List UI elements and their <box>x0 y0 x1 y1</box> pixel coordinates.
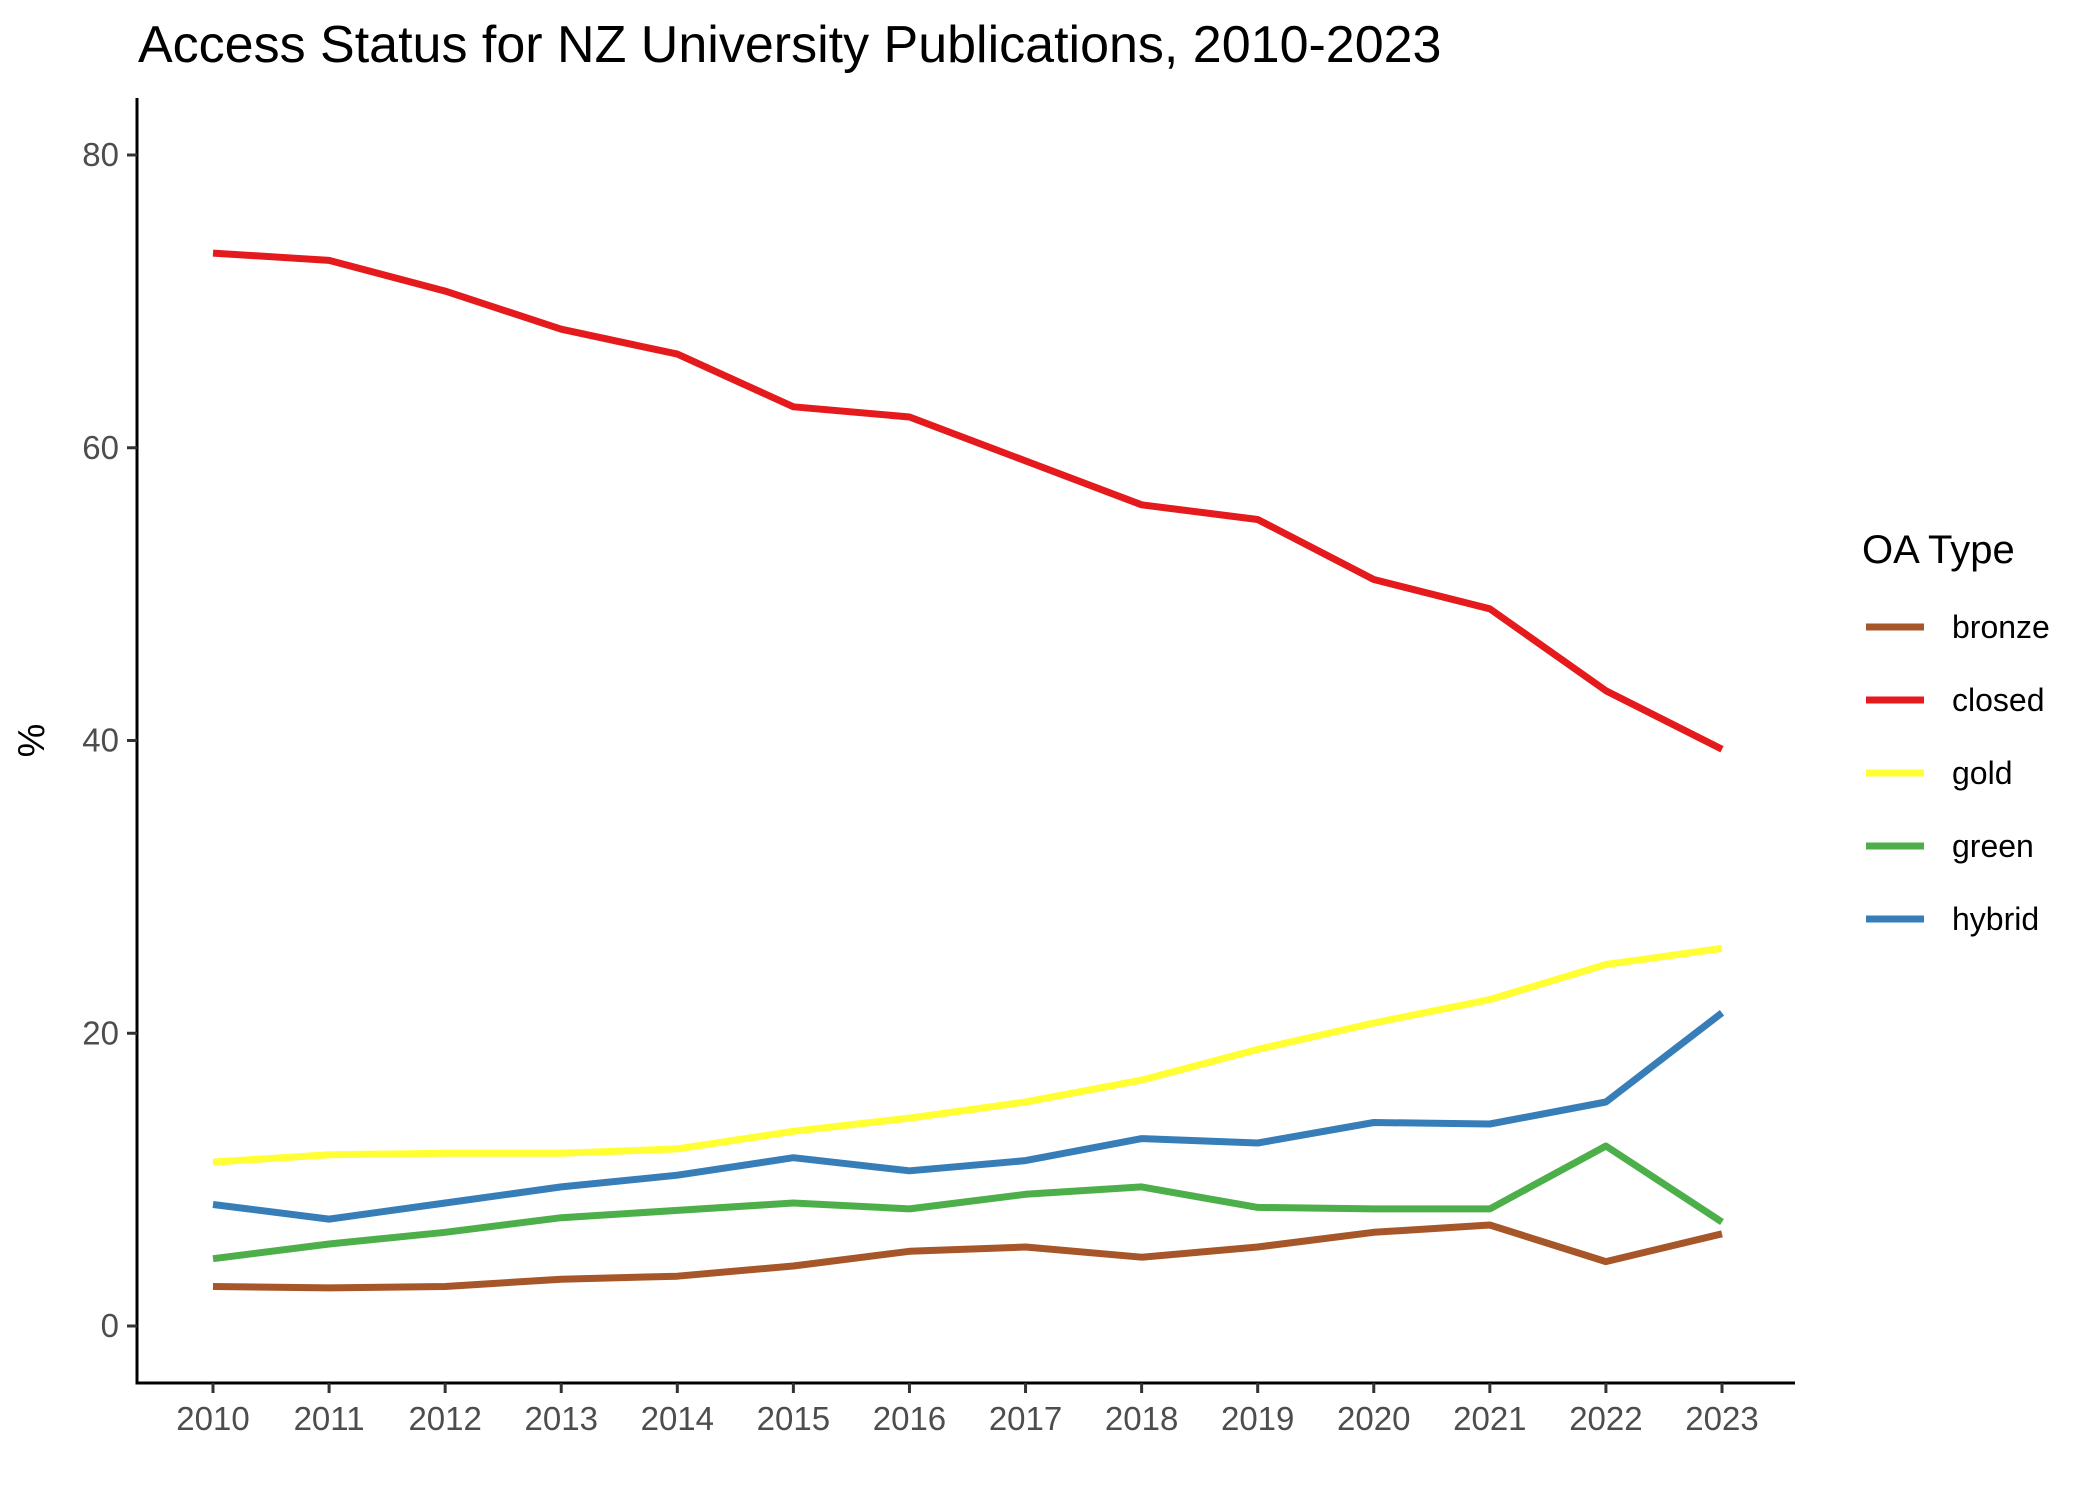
x-tick-label: 2020 <box>1337 1400 1410 1437</box>
x-tick-label: 2014 <box>641 1400 714 1437</box>
legend-item-hybrid: hybrid <box>1866 901 2039 937</box>
legend-item-green: green <box>1866 828 2034 864</box>
series-line-closed <box>212 249 1724 753</box>
y-tick-label: 0 <box>101 1307 119 1344</box>
legend-items: bronze closed gold green hybrid <box>1866 609 2050 937</box>
legend: OA Type bronze closed gold green hybrid <box>1862 528 2050 937</box>
legend-item-bronze: bronze <box>1866 609 2050 645</box>
legend-label-gold: gold <box>1952 755 2013 791</box>
series-line-green <box>212 1142 1724 1263</box>
x-tick-label: 2017 <box>989 1400 1062 1437</box>
chart-title: Access Status for NZ University Publicat… <box>138 16 1441 74</box>
legend-label-bronze: bronze <box>1952 609 2050 645</box>
y-tick-label: 80 <box>82 136 119 173</box>
legend-item-closed: closed <box>1866 682 2045 718</box>
legend-label-green: green <box>1952 828 2034 864</box>
x-tick-label: 2016 <box>873 1400 946 1437</box>
x-tick-label: 2021 <box>1453 1400 1526 1437</box>
x-tick-label: 2012 <box>408 1400 481 1437</box>
legend-item-gold: gold <box>1866 755 2013 791</box>
legend-label-hybrid: hybrid <box>1952 901 2039 937</box>
x-tick-label: 2022 <box>1569 1400 1642 1437</box>
x-tick-label: 2018 <box>1105 1400 1178 1437</box>
series-line-bronze <box>212 1221 1723 1292</box>
x-tick-label: 2015 <box>757 1400 830 1437</box>
x-tick-label: 2010 <box>176 1400 249 1437</box>
x-tick-label: 2023 <box>1685 1400 1758 1437</box>
y-tick-label: 20 <box>82 1014 119 1051</box>
series-layer <box>212 249 1725 1292</box>
x-tick-label: 2013 <box>525 1400 598 1437</box>
y-axis: 0 20 40 60 80 <box>82 98 139 1385</box>
series-line-hybrid <box>212 1010 1725 1223</box>
x-tick-label: 2019 <box>1221 1400 1294 1437</box>
legend-label-closed: closed <box>1952 682 2045 718</box>
y-tick-label: 40 <box>82 722 119 759</box>
series-line-gold <box>212 944 1723 1166</box>
y-axis-title: % <box>11 724 53 758</box>
y-tick-label: 60 <box>82 429 119 466</box>
x-axis: 2010 2011 2012 2013 2014 2015 2016 2017 2018 2019… <box>135 1381 1795 1437</box>
legend-title: OA Type <box>1862 528 2015 572</box>
x-tick-label: 2011 <box>294 1400 365 1437</box>
